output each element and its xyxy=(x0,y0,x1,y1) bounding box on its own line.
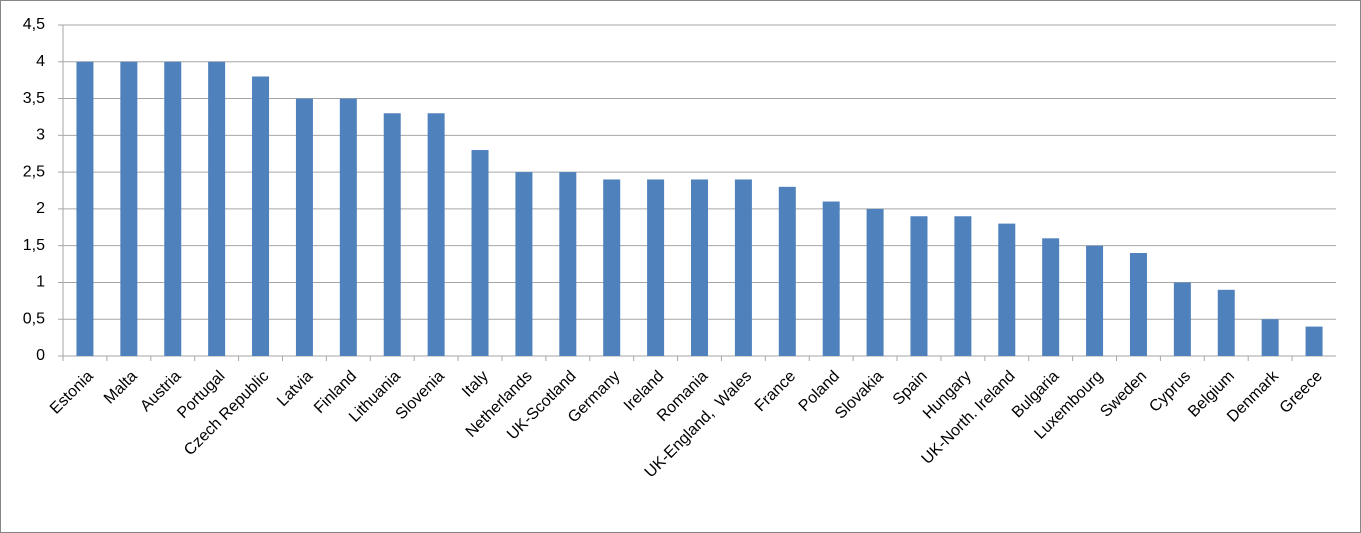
bar xyxy=(734,179,752,356)
bar xyxy=(1305,326,1323,356)
y-tick-label: 3,5 xyxy=(23,90,45,107)
bar xyxy=(998,223,1016,356)
bar xyxy=(295,98,313,357)
y-tick-label: 2,5 xyxy=(23,163,45,180)
bar xyxy=(691,179,708,356)
y-tick-label: 4 xyxy=(36,53,45,70)
bar xyxy=(910,216,928,356)
bar xyxy=(208,61,226,357)
y-tick-label: 0 xyxy=(36,347,45,364)
y-tick-label: 0,5 xyxy=(23,310,45,327)
bar xyxy=(1086,245,1104,356)
bar xyxy=(559,172,577,356)
bar xyxy=(647,179,665,356)
bar xyxy=(471,150,489,356)
bar xyxy=(1129,253,1147,356)
y-tick-label: 2 xyxy=(36,200,45,217)
bar xyxy=(1173,282,1191,356)
y-tick-label: 3 xyxy=(36,127,45,144)
bar xyxy=(603,179,621,356)
bar xyxy=(822,201,840,356)
bar xyxy=(954,216,972,356)
bar xyxy=(383,113,401,357)
bar xyxy=(778,186,796,356)
bar xyxy=(120,61,138,357)
bar xyxy=(252,76,270,356)
y-tick-label: 1,5 xyxy=(23,237,45,254)
bar xyxy=(164,61,182,357)
bar xyxy=(1261,319,1279,356)
bar xyxy=(1217,289,1235,356)
bar xyxy=(76,61,94,357)
y-tick-label: 1 xyxy=(36,274,45,291)
bar xyxy=(427,113,445,357)
y-tick-label: 4,5 xyxy=(23,16,45,33)
bar xyxy=(1042,238,1060,356)
bar xyxy=(339,98,357,357)
bar xyxy=(866,208,884,356)
bar xyxy=(515,172,533,356)
